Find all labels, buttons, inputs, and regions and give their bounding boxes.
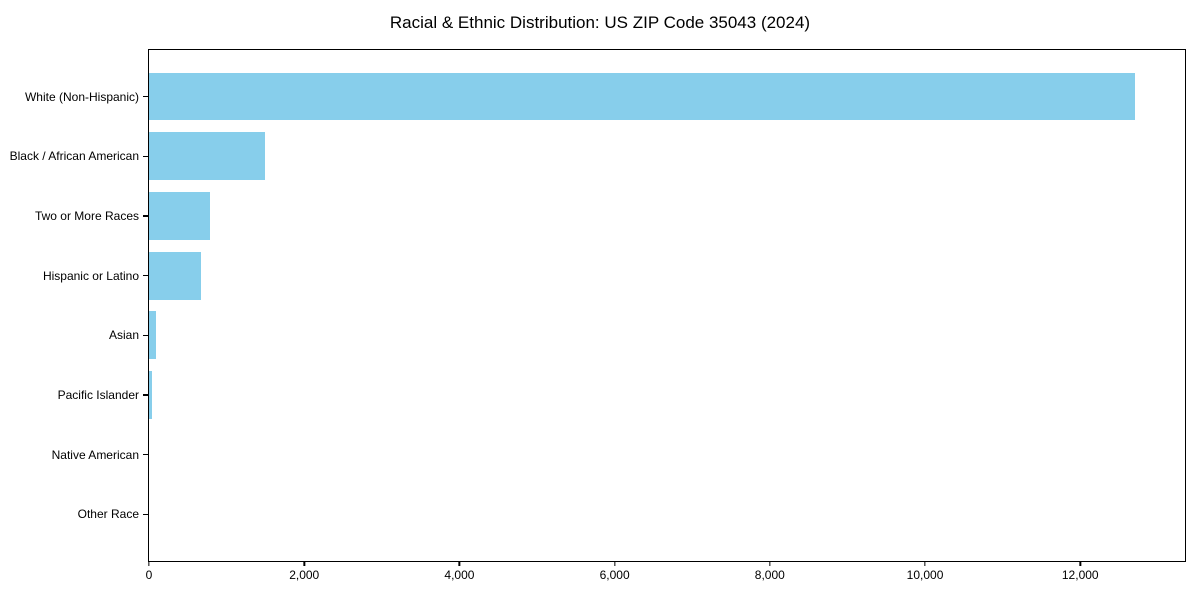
x-tick-label: 12,000	[1061, 568, 1099, 582]
y-axis-tick	[143, 513, 149, 516]
bar-white-non-hispanic	[149, 72, 1135, 121]
x-tick-label: 4,000	[444, 568, 475, 582]
bar-asian	[149, 311, 157, 360]
plot-area: White (Non-Hispanic) Black / African Amer…	[10, 49, 1186, 581]
bar-two-or-more-races	[149, 192, 211, 240]
x-tick-label: 0	[145, 568, 153, 582]
y-tick-label: Native American	[51, 447, 139, 462]
y-tick-label: Two or More Races	[34, 208, 139, 223]
bar-hispanic-or-latino	[149, 251, 201, 300]
x-axis-tick	[769, 561, 771, 566]
y-axis-tick	[143, 275, 149, 277]
y-tick-label: Other Race	[77, 507, 139, 522]
y-axis-tick	[143, 334, 149, 336]
x-tick-label: 2,000	[289, 568, 320, 582]
y-axis-tick	[143, 454, 149, 456]
y-axis-tick	[143, 215, 149, 217]
x-axis-tick	[1079, 561, 1081, 566]
y-tick-label: White (Non-Hispanic)	[24, 89, 139, 104]
y-tick-label: Hispanic or Latino	[42, 268, 139, 283]
y-tick-label: Pacific Islander	[57, 388, 139, 403]
x-axis-tick	[303, 561, 305, 566]
x-axis-tick	[613, 561, 616, 566]
x-tick-label: 6,000	[599, 568, 630, 582]
y-tick-label: Black / African American	[9, 149, 139, 164]
x-tick-label: 10,000	[906, 568, 944, 582]
x-axis-tick	[148, 561, 150, 566]
y-tick-label: Asian	[108, 328, 139, 343]
bar-black-african-american	[149, 132, 266, 181]
y-axis-tick	[143, 95, 149, 98]
y-axis-tick	[143, 155, 149, 157]
x-tick-label: 8,000	[754, 568, 785, 582]
chart-title: Racial & Ethnic Distribution: US ZIP Cod…	[389, 13, 811, 32]
x-axis-tick	[924, 561, 926, 566]
y-axis-tick	[143, 394, 149, 396]
x-axis-tick	[458, 561, 461, 566]
bar-pacific-islander	[149, 371, 152, 419]
